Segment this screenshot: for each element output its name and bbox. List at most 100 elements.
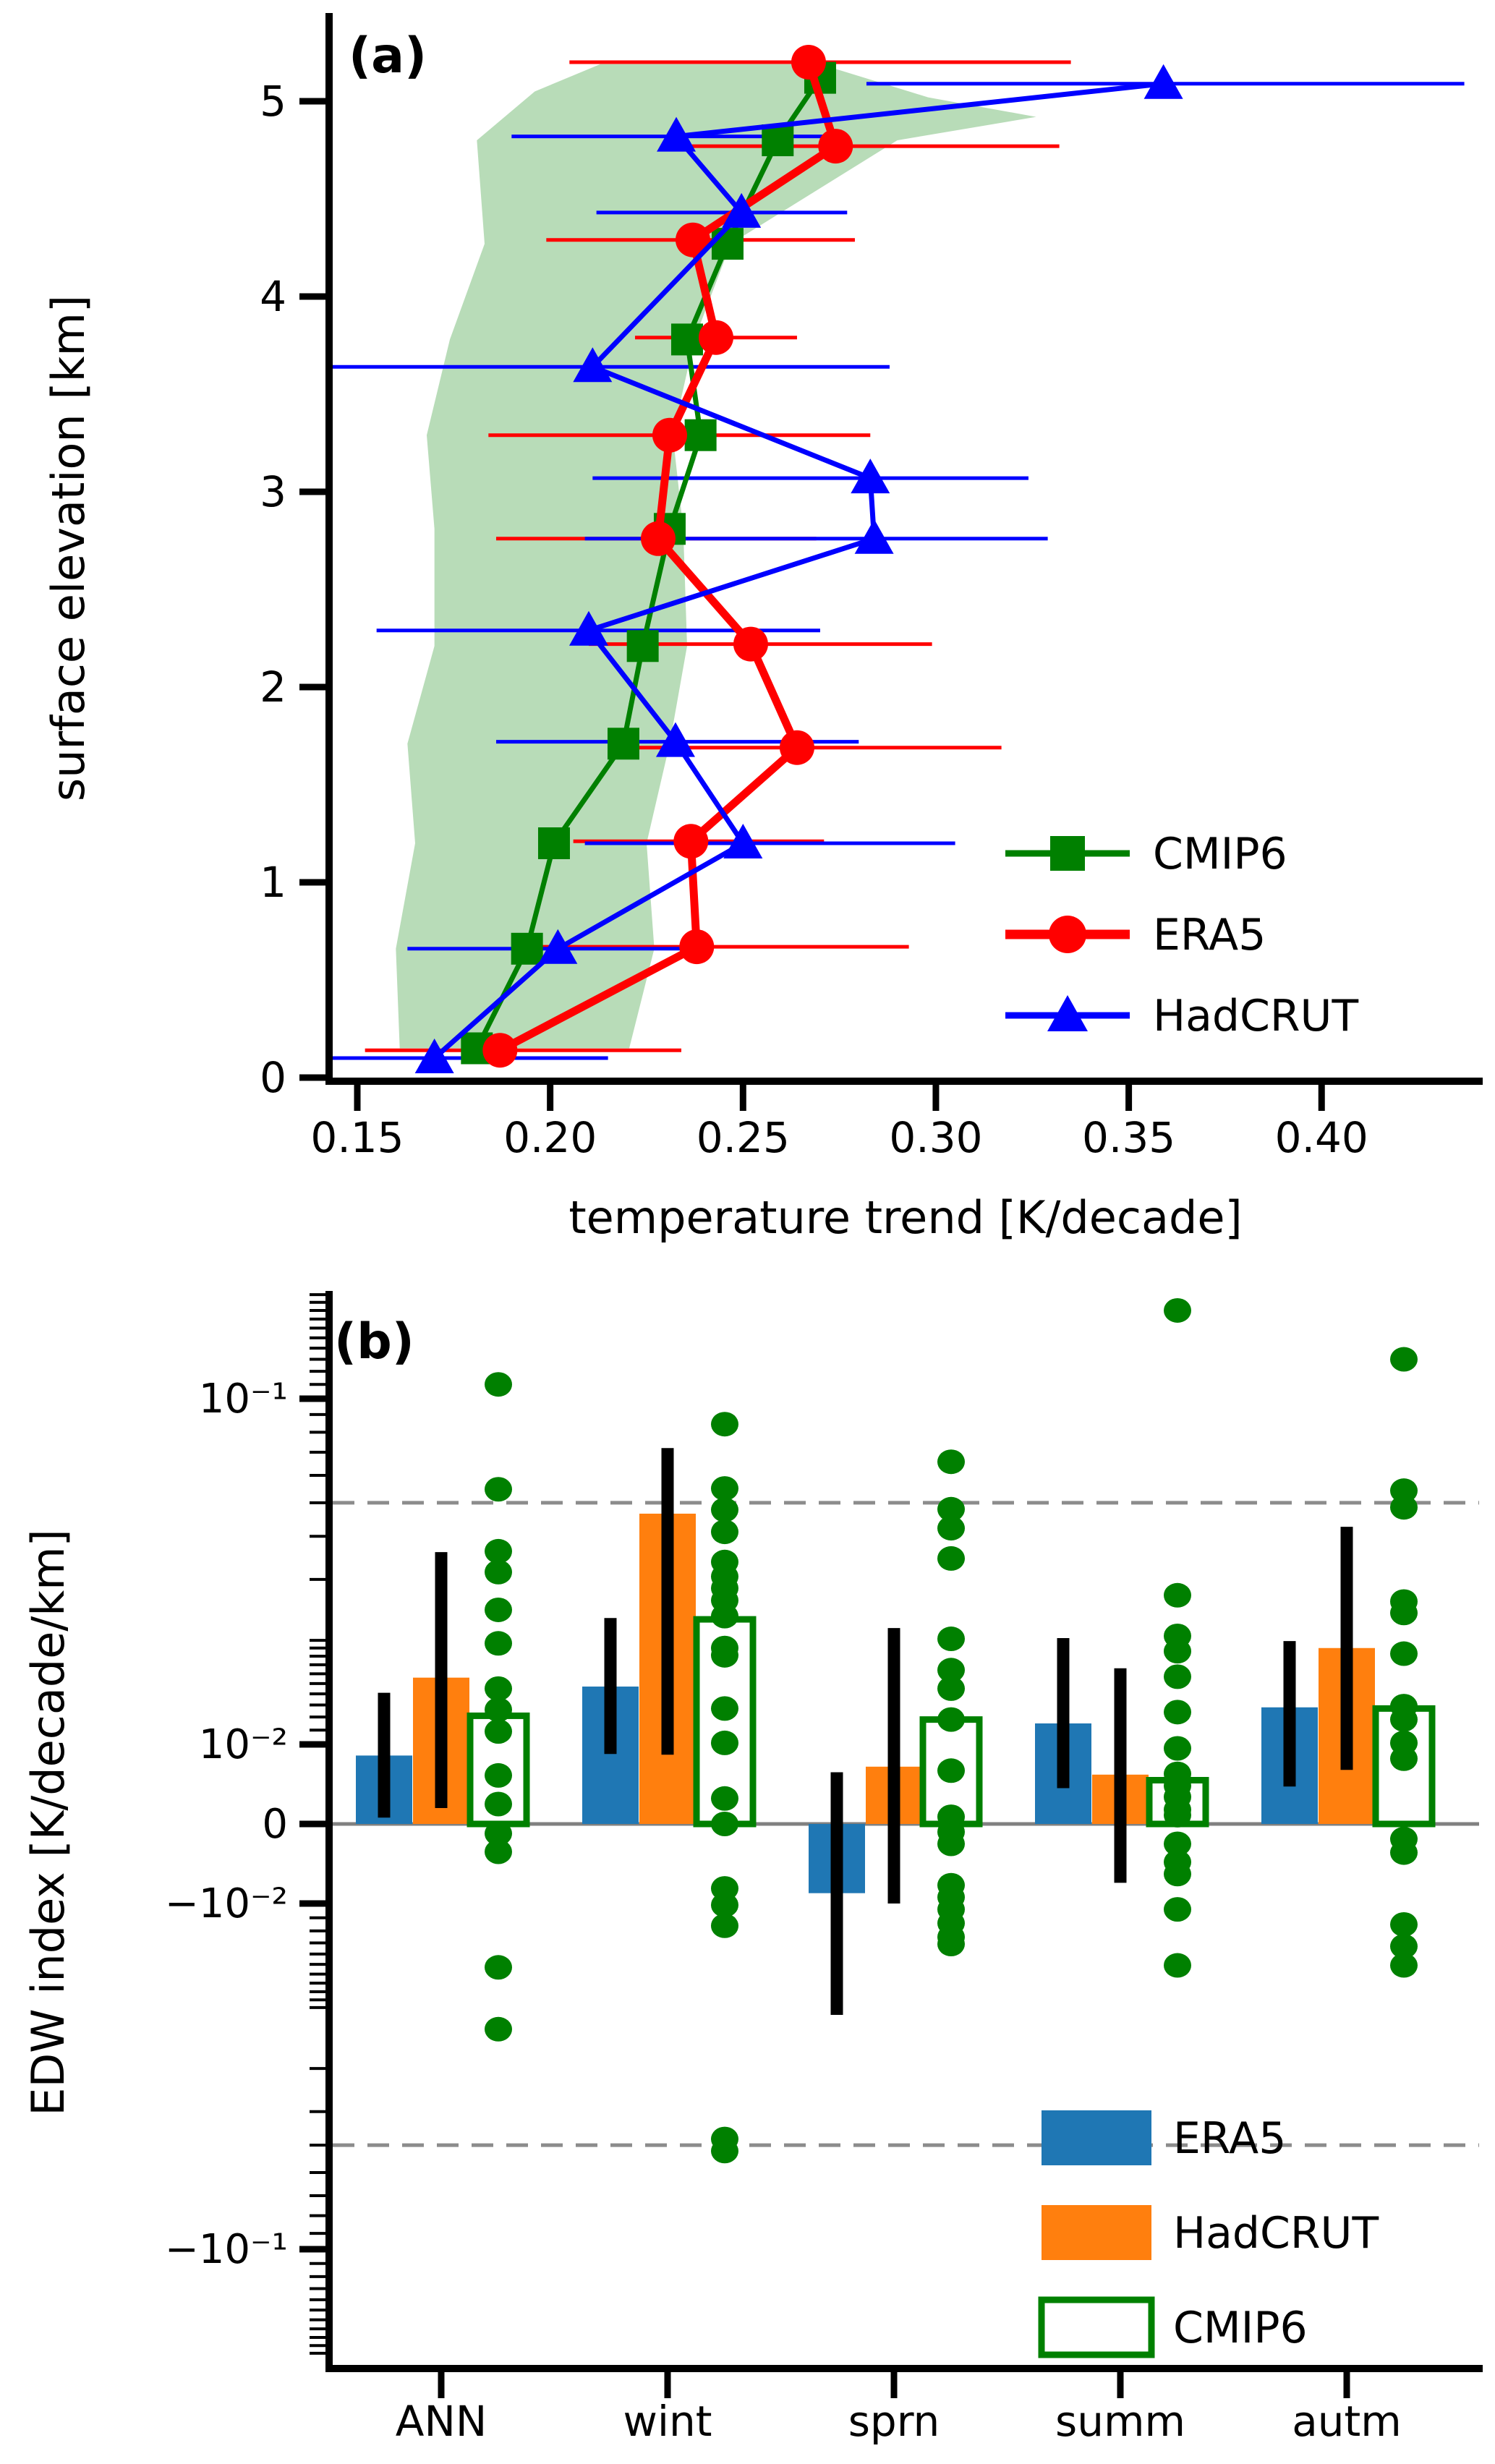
panel-a-label: (a) (349, 27, 427, 85)
cmip6-member-dot-wint (711, 1893, 738, 1918)
panel-a-xtick-label: 0.35 (1082, 1113, 1175, 1162)
panel-a-plot-area (333, 45, 1465, 1073)
legend-a-triangle-marker (1047, 995, 1088, 1031)
hadcrut-triangle-marker (722, 192, 762, 228)
panel-a-axes: 0 1 2 3 4 5 0.15 0.20 0.25 0.30 0.35 0.40 (260, 13, 1483, 1162)
cmip6-member-dot-summ (1164, 1297, 1191, 1323)
cmip6-member-dot-summ (1164, 1831, 1191, 1856)
hadcrut-triangle-marker (655, 722, 695, 757)
panel-b-bottom-spine (325, 2365, 1483, 2372)
cmip6-square-marker (762, 124, 794, 156)
cmip6-member-dot-sprn (937, 1546, 965, 1571)
panel-a-ytick-label: 0 (260, 1053, 286, 1102)
cmip6-member-dot-ANN (485, 1955, 512, 1980)
hadcrut-triangle-marker (657, 116, 697, 152)
era5-circle-marker (733, 626, 768, 662)
cmip6-member-dot-summ (1164, 1639, 1191, 1664)
legend-a-square-marker (1050, 836, 1085, 871)
hadcrut-triangle-marker (538, 929, 578, 964)
panel-a-ytick-label: 1 (260, 858, 286, 907)
legend-a-circle-marker (1049, 916, 1086, 953)
panel-b-xtick-label-sprn: sprn (848, 2397, 940, 2446)
cmip6-square-marker (670, 323, 703, 356)
cmip6-member-dot-ANN (485, 1839, 512, 1864)
panel-a-ytick-label: 2 (260, 662, 286, 712)
cmip6-member-dot-autm (1390, 1953, 1418, 1978)
cmip6-member-dot-wint (711, 1812, 738, 1836)
cmip6-member-dot-wint (711, 2139, 738, 2164)
cmip6-member-dot-wint (711, 1642, 738, 1668)
era5-circle-marker (673, 824, 709, 859)
panel-b-left-spine (325, 1291, 333, 2372)
legend-b-swatch-cmip6 (1038, 2296, 1155, 2358)
cmip6-member-dot-summ (1164, 1664, 1191, 1689)
cmip6-member-dot-autm (1390, 1495, 1418, 1520)
era5-circle-marker (779, 730, 814, 765)
panel-a-left-spine (325, 13, 333, 1085)
cmip6-member-dot-wint (711, 1696, 738, 1721)
panel-b-yaxis-title: EDW index [K/decade/km] (22, 1529, 74, 2115)
legend-b-swatch-era5 (1042, 2110, 1151, 2165)
cmip6-member-dot-summ (1164, 1862, 1191, 1887)
cmip6-member-dot-wint (711, 1476, 738, 1501)
cmip6-member-dot-sprn (937, 1707, 965, 1732)
cmip6-member-dot-wint (711, 1497, 738, 1522)
panel-b-ytick-label: −10⁻² (165, 1880, 288, 1927)
hadcrut-triangle-marker (568, 610, 608, 646)
era5-circle-marker (698, 320, 733, 355)
panel-a-bottom-spine (325, 1078, 1483, 1085)
cmip6-member-dot-ANN (485, 1538, 512, 1564)
hadcrut-triangle-marker (414, 1039, 454, 1073)
cmip6-member-dot-sprn (937, 1449, 965, 1475)
panel-b-label: (b) (334, 1313, 414, 1370)
panel-a-ytick-label: 3 (260, 467, 286, 516)
cmip6-member-dot-ANN (485, 1697, 512, 1723)
panel-b-xtick-label-autm: autm (1292, 2397, 1402, 2446)
cmip6-member-dot-wint (711, 1519, 738, 1545)
cmip6-member-dot-summ (1164, 1802, 1191, 1828)
legend-b-label-hadcrut: HadCRUT (1173, 2208, 1379, 2259)
hadcrut-triangle-marker (851, 459, 890, 494)
panel-a-xaxis-title: temperature trend [K/decade] (568, 1191, 1242, 1244)
era5-circle-marker (818, 129, 853, 164)
cmip6-member-dot-summ (1164, 1582, 1191, 1608)
panel-b-xtick-label-ANN: ANN (396, 2397, 487, 2446)
cmip6-member-dot-autm (1390, 1746, 1418, 1771)
panel-b-plot-area (333, 1297, 1479, 2164)
cmip6-spread-band (396, 64, 1036, 1049)
panel-a-ytick-label: 4 (260, 272, 286, 321)
legend-b-label-cmip6: CMIP6 (1173, 2303, 1308, 2353)
era5-circle-marker (679, 929, 715, 965)
cmip6-member-dot-autm (1390, 1707, 1418, 1732)
cmip6-member-dot-ANN (485, 1676, 512, 1701)
legend-a-label-hadcrut: HadCRUT (1153, 991, 1358, 1041)
cmip6-member-dot-wint (711, 1603, 738, 1629)
hadcrut-triangle-marker (1143, 64, 1183, 99)
cmip6-member-dot-sprn (937, 1758, 965, 1783)
legend-a-label-era5: ERA5 (1153, 910, 1266, 960)
cmip6-member-dot-sprn (937, 1627, 965, 1652)
cmip6-square-marker (607, 728, 639, 760)
hadcrut-triangle-marker (573, 347, 613, 383)
cmip6-member-dot-wint (711, 1913, 738, 1938)
era5-circle-marker (640, 521, 676, 556)
panel-a-xtick-label: 0.40 (1275, 1113, 1368, 1162)
era5-circle-marker (675, 222, 710, 257)
legend-b-label-era5: ERA5 (1173, 2113, 1286, 2164)
cmip6-member-dot-ANN (485, 1791, 512, 1817)
cmip6-member-dot-ANN (485, 1762, 512, 1788)
cmip6-member-dot-summ (1164, 1700, 1191, 1725)
cmip6-member-dot-sprn (937, 1676, 965, 1701)
cmip6-member-dot-summ (1164, 1953, 1191, 1978)
hadcrut-triangle-marker (854, 519, 894, 554)
panel-a-ytick-label: 5 (260, 77, 286, 126)
panel-b-xtick-label-summ: summ (1055, 2397, 1185, 2446)
era5-circle-marker (652, 417, 687, 453)
cmip6-member-dot-autm (1390, 1641, 1418, 1666)
cmip6-member-dot-autm (1390, 1934, 1418, 1959)
panel-a-xtick-label: 0.30 (889, 1113, 982, 1162)
cmip6-square-marker (711, 228, 744, 260)
cmip6-member-dot-sprn (937, 1831, 965, 1856)
